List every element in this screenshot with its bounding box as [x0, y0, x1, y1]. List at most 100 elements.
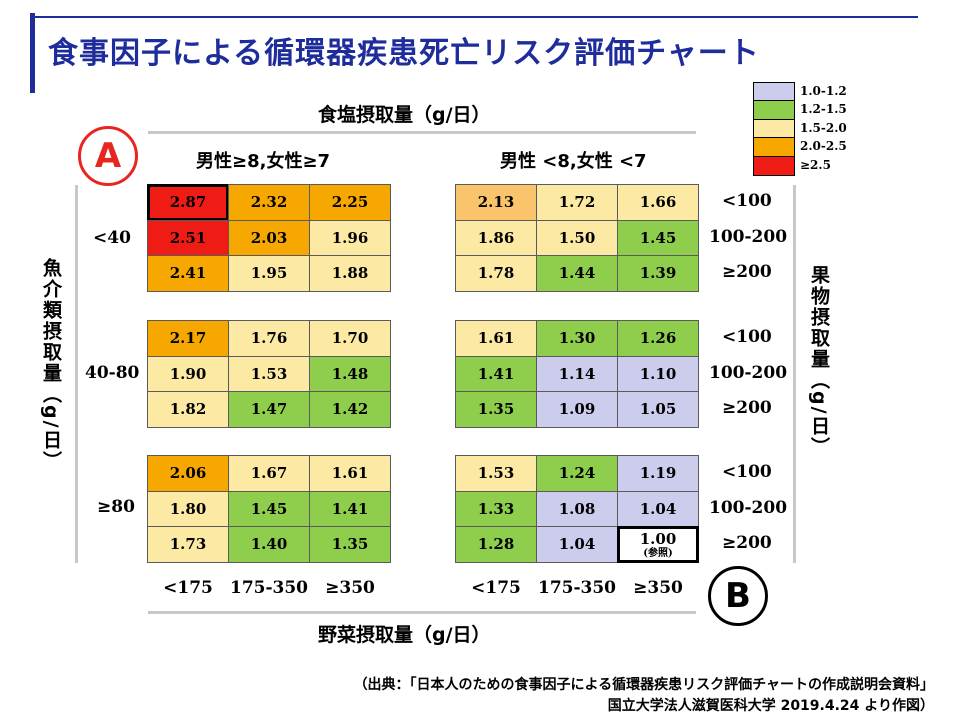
vegetable-axis-title: 野菜摂取量（g/日）: [318, 624, 491, 646]
risk-cell: 2.32: [228, 184, 310, 221]
risk-cell: 1.61: [455, 320, 537, 357]
fruit-label: ≥200: [722, 398, 772, 418]
risk-cell: 1.82: [147, 391, 229, 428]
risk-cell: 1.14: [536, 355, 618, 392]
risk-value: 1.26: [639, 329, 677, 348]
risk-value: 1.72: [558, 193, 596, 212]
risk-value: 1.28: [477, 535, 515, 554]
risk-value: 1.05: [639, 400, 677, 419]
risk-cell: 1.96: [309, 219, 391, 256]
vegetable-label: <175: [471, 578, 521, 598]
risk-value: 1.48: [331, 364, 369, 383]
fish-axis-title: 魚介類摂取量（g/日）: [40, 258, 62, 472]
legend-swatch: [754, 83, 794, 102]
source-line-2: 国立大学法人滋賀医科大学 2019.4.24 より作図）: [607, 698, 934, 714]
risk-value: 1.40: [250, 535, 288, 554]
panel-header-high-salt: 男性≥8,女性≥7: [196, 151, 331, 172]
risk-value: 2.25: [331, 193, 369, 212]
badge-b: B: [708, 566, 768, 626]
risk-cell: 1.00 (参照): [617, 526, 699, 563]
fruit-label: ≥200: [722, 262, 772, 282]
risk-value: 1.41: [331, 499, 369, 518]
legend-swatch: [754, 138, 794, 157]
risk-cell: 2.03: [228, 219, 310, 256]
risk-cell: 1.35: [455, 391, 537, 428]
salt-axis-title: 食塩摂取量（g/日）: [318, 104, 491, 126]
risk-cell: 1.61: [309, 455, 391, 492]
risk-cell: 1.53: [228, 355, 310, 392]
risk-value: 1.80: [169, 499, 207, 518]
risk-value: 2.41: [169, 264, 207, 283]
vegetable-label: 175-350: [537, 578, 617, 598]
risk-cell: 1.70: [309, 320, 391, 357]
risk-value: 1.33: [477, 499, 515, 518]
reference-note: (参照): [643, 547, 673, 559]
vegetable-label: ≥350: [633, 578, 683, 598]
risk-value: 2.17: [169, 329, 207, 348]
risk-value: 2.32: [250, 193, 288, 212]
risk-cell: 1.47: [228, 391, 310, 428]
fruit-axis-title: 果物摂取量（g/日）: [808, 265, 830, 458]
vegetable-label: ≥350: [325, 578, 375, 598]
risk-value: 1.30: [558, 329, 596, 348]
risk-value: 1.61: [331, 464, 369, 483]
risk-cell: 2.17: [147, 320, 229, 357]
risk-value: 1.39: [639, 264, 677, 283]
risk-value: 1.42: [331, 400, 369, 419]
risk-cell: 1.73: [147, 526, 229, 563]
fruit-axis-rule: [793, 185, 796, 563]
risk-value: 1.19: [639, 464, 677, 483]
risk-cell: 1.41: [309, 490, 391, 527]
title-top-rule: [30, 16, 918, 18]
risk-cell: 1.30: [536, 320, 618, 357]
risk-cell: 2.51: [147, 219, 229, 256]
vegetable-axis-rule: [148, 611, 696, 614]
risk-cell: 1.28: [455, 526, 537, 563]
risk-value: 1.14: [558, 364, 596, 383]
risk-value: 1.41: [477, 364, 515, 383]
legend-label: 1.5-2.0: [800, 120, 847, 135]
risk-cell: 1.40: [228, 526, 310, 563]
risk-value: 2.51: [169, 228, 207, 247]
risk-value: 2.03: [250, 228, 288, 247]
fruit-label: <100: [722, 327, 772, 347]
risk-value: 2.87: [169, 193, 207, 212]
risk-cell: 1.48: [309, 355, 391, 392]
risk-value: 1.35: [331, 535, 369, 554]
risk-value: 1.35: [477, 400, 515, 419]
risk-cell: 1.66: [617, 184, 699, 221]
risk-cell: 2.06: [147, 455, 229, 492]
risk-cell: 1.44: [536, 255, 618, 292]
fruit-label: <100: [722, 191, 772, 211]
legend-color-scale: [753, 82, 795, 176]
risk-cell: 1.04: [536, 526, 618, 563]
risk-value: 1.88: [331, 264, 369, 283]
risk-value: 1.53: [250, 364, 288, 383]
fruit-label: 100-200: [709, 362, 788, 383]
risk-cell: 1.19: [617, 455, 699, 492]
legend-label: 1.0-1.2: [800, 84, 847, 98]
risk-cell: 1.39: [617, 255, 699, 292]
fruit-label: 100-200: [709, 497, 788, 518]
risk-value: 1.86: [477, 228, 515, 247]
vegetable-label: 175-350: [229, 578, 309, 598]
fruit-label: 100-200: [709, 226, 788, 247]
risk-cell: 1.05: [617, 391, 699, 428]
legend-swatch: [754, 119, 794, 139]
risk-cell: 1.45: [228, 490, 310, 527]
risk-value: 1.24: [558, 464, 596, 483]
risk-cell: 1.90: [147, 355, 229, 392]
fish-axis-rule: [75, 185, 78, 563]
risk-value: 1.08: [558, 499, 596, 518]
risk-cell: 1.42: [309, 391, 391, 428]
badge-a: A: [78, 126, 138, 186]
legend-swatch: [754, 101, 794, 120]
risk-cell: 1.78: [455, 255, 537, 292]
fish-label-mid: 40-80: [85, 363, 140, 383]
legend-label: 1.2-1.5: [800, 102, 847, 117]
risk-value: 1.78: [477, 264, 515, 283]
risk-cell: 1.95: [228, 255, 310, 292]
risk-value: 1.50: [558, 228, 596, 247]
risk-cell: 1.08: [536, 490, 618, 527]
fruit-label: <100: [722, 462, 772, 482]
